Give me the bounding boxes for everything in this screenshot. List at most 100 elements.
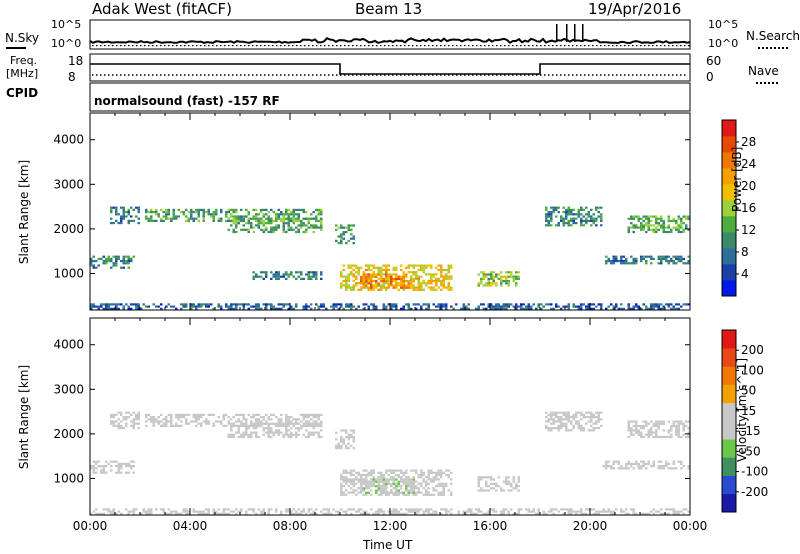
data-cell — [667, 226, 670, 229]
data-cell — [390, 469, 393, 472]
data-cell — [507, 271, 510, 274]
data-cell — [352, 431, 355, 434]
data-cell — [152, 303, 155, 306]
data-cell — [317, 213, 320, 216]
data-cell — [335, 224, 338, 227]
data-cell — [252, 413, 255, 416]
data-cell — [262, 416, 265, 419]
data-cell — [395, 280, 398, 283]
data-cell — [547, 418, 550, 421]
data-cell — [292, 418, 295, 421]
noise-search-dot — [300, 45, 302, 47]
data-cell — [157, 305, 160, 308]
data-cell — [395, 485, 398, 488]
data-cell — [580, 427, 583, 430]
data-cell — [207, 420, 210, 423]
data-cell — [562, 411, 565, 414]
data-cell — [650, 255, 653, 258]
data-cell — [185, 420, 188, 423]
data-cell — [130, 413, 133, 416]
data-cell — [302, 222, 305, 225]
data-cell — [360, 286, 363, 289]
data-cell — [590, 413, 593, 416]
data-cell — [287, 215, 290, 218]
data-cell — [392, 469, 395, 472]
data-cell — [350, 273, 353, 276]
data-cell — [377, 282, 380, 285]
data-cell — [630, 262, 633, 265]
data-cell — [247, 435, 250, 439]
y-tick-label: 2000 — [53, 222, 84, 236]
data-cell — [172, 213, 175, 216]
data-cell — [402, 284, 405, 287]
data-cell — [512, 478, 515, 481]
data-cell — [477, 489, 480, 492]
data-cell — [385, 273, 388, 276]
data-cell — [367, 264, 370, 267]
data-cell — [257, 413, 260, 416]
data-cell — [392, 493, 395, 496]
data-cell — [312, 275, 315, 278]
data-cell — [545, 512, 548, 515]
data-cell — [340, 482, 343, 485]
data-cell — [115, 211, 118, 214]
data-cell — [525, 508, 528, 511]
data-cell — [630, 465, 633, 468]
data-cell — [220, 219, 223, 222]
data-cell — [420, 482, 423, 485]
data-cell — [172, 211, 175, 214]
data-cell — [547, 222, 550, 225]
data-cell — [627, 307, 630, 310]
data-cell — [340, 444, 343, 447]
data-cell — [200, 510, 203, 513]
data-cell — [365, 268, 368, 272]
data-cell — [417, 277, 420, 280]
data-cell — [380, 286, 383, 289]
data-cell — [117, 222, 120, 225]
data-cell — [407, 286, 410, 289]
data-cell — [125, 303, 128, 306]
data-cell — [332, 303, 335, 306]
data-cell — [425, 303, 428, 306]
data-cell — [345, 471, 348, 474]
data-cell — [402, 305, 405, 308]
data-cell — [337, 307, 340, 310]
data-cell — [250, 435, 253, 439]
data-cell — [220, 512, 223, 515]
data-cell — [467, 510, 470, 513]
data-cell — [682, 465, 685, 468]
data-cell — [635, 462, 638, 465]
data-cell — [257, 418, 260, 421]
data-cell — [637, 465, 640, 468]
noise-search-dot — [388, 45, 390, 47]
data-cell — [100, 257, 103, 260]
noise-search-dot — [368, 45, 370, 47]
data-cell — [435, 279, 438, 283]
data-cell — [290, 217, 293, 220]
data-cell — [92, 260, 95, 263]
data-cell — [375, 510, 378, 513]
data-cell — [440, 266, 443, 269]
data-cell — [292, 215, 295, 218]
data-cell — [500, 284, 503, 287]
data-cell — [347, 480, 350, 483]
x-tick-label: 00:00 — [673, 519, 708, 533]
data-cell — [517, 478, 520, 481]
data-cell — [347, 305, 350, 308]
data-cell — [115, 264, 118, 267]
data-cell — [130, 260, 133, 263]
data-cell — [110, 413, 113, 416]
data-cell — [595, 217, 598, 220]
data-cell — [295, 510, 298, 513]
data-cell — [285, 273, 288, 276]
data-cell — [267, 219, 270, 223]
data-cell — [427, 508, 430, 511]
data-cell — [657, 257, 660, 260]
data-cell — [247, 211, 250, 214]
data-cell — [145, 217, 148, 220]
colorbar-segment — [722, 120, 736, 137]
data-cell — [177, 413, 180, 416]
data-cell — [555, 208, 558, 211]
data-cell — [255, 435, 258, 439]
